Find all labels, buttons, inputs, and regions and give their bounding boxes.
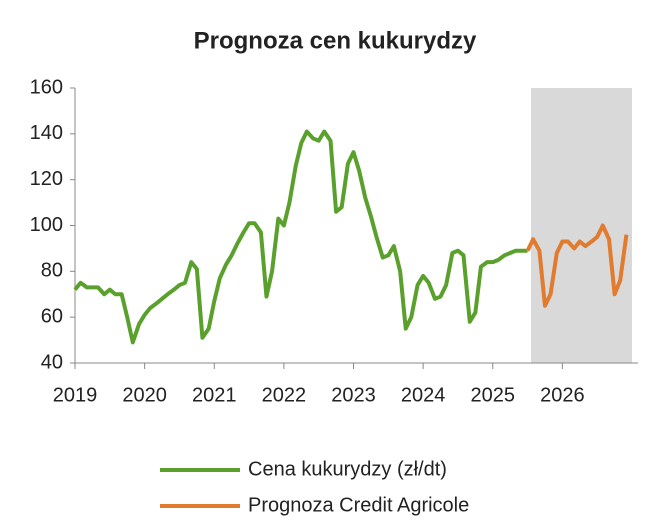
x-tick-label: 2019 [53,384,98,406]
y-tick-label: 140 [30,122,63,144]
x-tick-label: 2020 [122,384,167,406]
x-tick-label: 2022 [262,384,307,406]
x-tick-label: 2024 [401,384,446,406]
x-tick-label: 2021 [192,384,237,406]
y-tick-label: 160 [30,76,63,98]
y-tick-label: 40 [41,351,63,373]
chart-title: Prognoza cen kukurydzy [194,27,477,54]
y-tick-label: 100 [30,214,63,236]
x-tick-label: 2023 [331,384,376,406]
forecast-shade [531,88,632,363]
series-line [525,223,629,308]
y-tick-label: 120 [30,168,63,190]
legend-label: Prognoza Credit Agricole [248,494,469,516]
x-tick-label: 2026 [540,384,585,406]
y-tick-label: 60 [41,305,63,327]
series-line [73,129,528,345]
legend-label: Cena kukurydzy (zł/dt) [248,458,447,480]
y-tick-label: 80 [41,260,63,282]
x-tick-label: 2025 [471,384,516,406]
